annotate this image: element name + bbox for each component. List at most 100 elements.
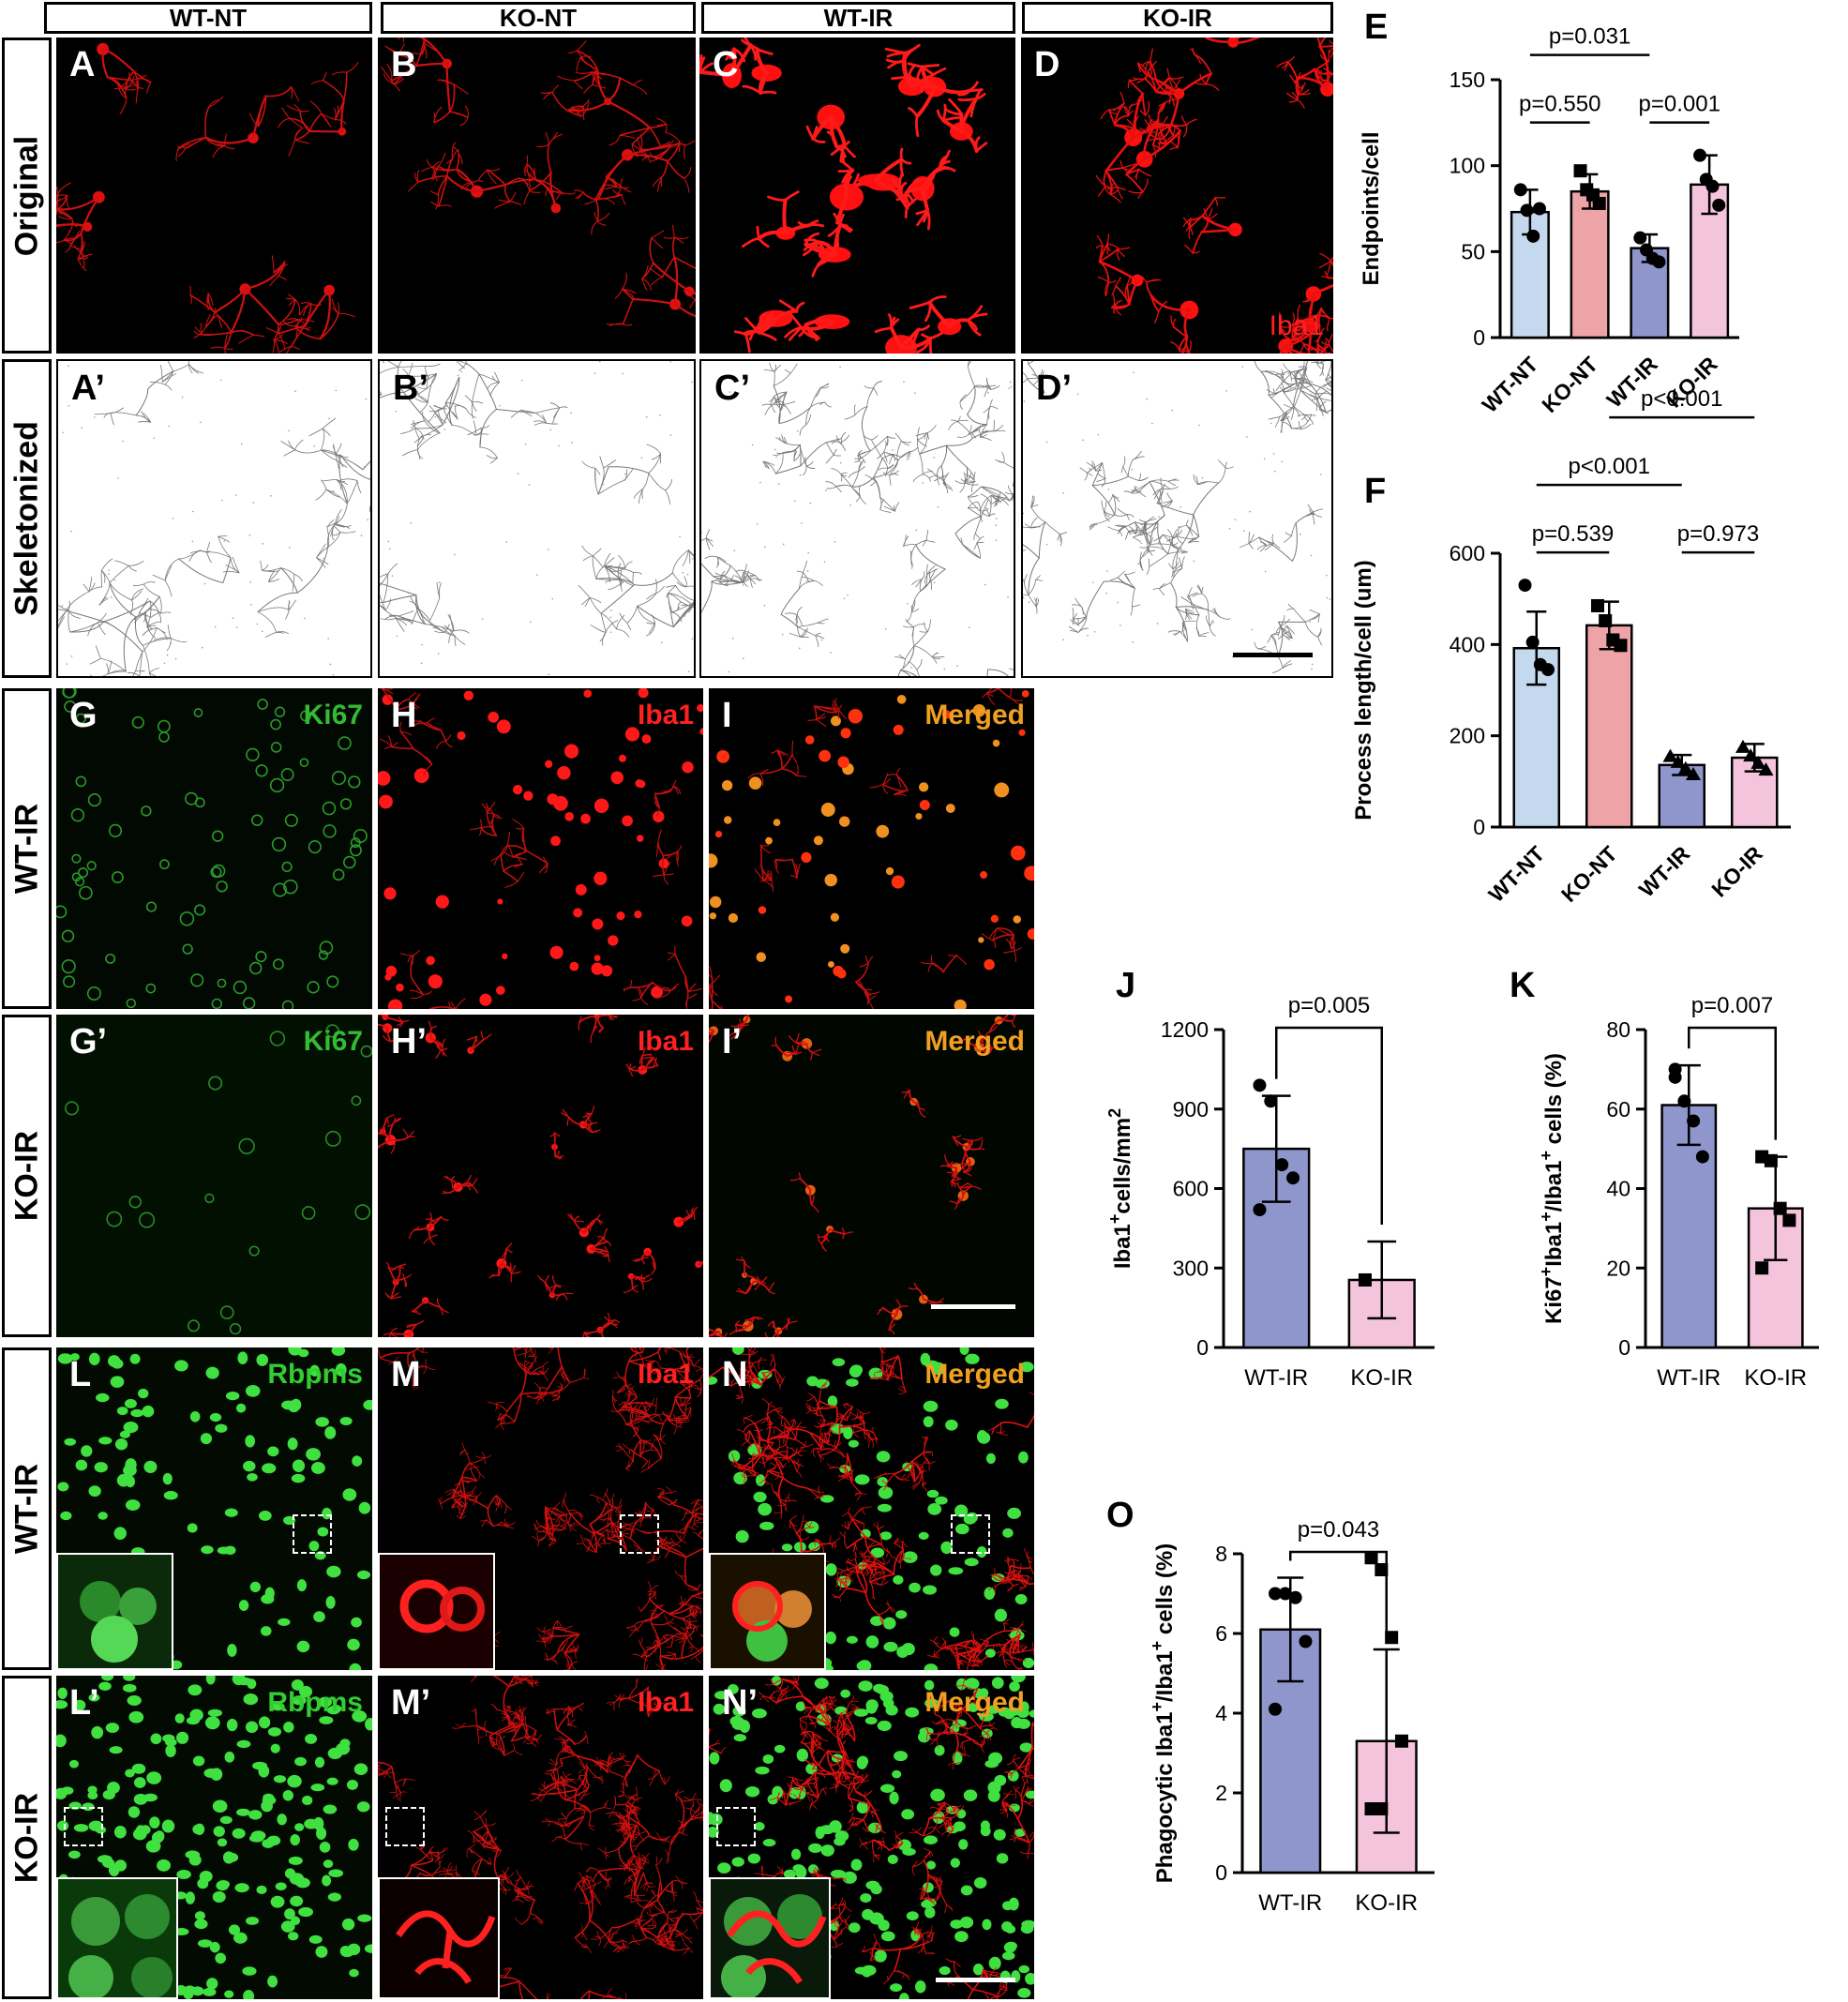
panel-c-original-wt-ir: C [699,38,1015,354]
data-point [1275,1158,1289,1172]
zoom-region-box-n [951,1514,990,1554]
data-point [1670,754,1686,768]
inset-cells-n [732,1581,812,1662]
data-point [1590,598,1604,612]
data-point [1735,739,1750,753]
micrograph-texture [65,1024,372,1335]
data-point [1782,1213,1796,1227]
data-point [1375,1563,1389,1576]
y-tick-label: 80 [1606,1017,1630,1042]
p-value-label: p=0.001 [1639,92,1720,117]
chart-label-e: E [1364,8,1389,47]
data-point [1695,1150,1709,1164]
panel-m2-iba1-ko-ir: M’ Iba1 [378,1676,703,1999]
panel-label-a2: A’ [71,369,105,408]
column-header-ko-nt: KO-NT [381,2,696,34]
micrograph-texture [709,688,1034,1009]
y-tick-label: 0 [1473,815,1485,839]
panel-label-d2: D’ [1036,369,1072,408]
y-tick-label: 600 [1173,1177,1209,1201]
micrograph-texture [1023,361,1331,673]
data-point [1364,1802,1378,1815]
data-point [1693,148,1707,162]
data-point [1677,760,1693,775]
y-tick-label: 4 [1215,1701,1227,1725]
stain-label-merged-n2: Merged [924,1687,1025,1718]
panel-label-m2: M’ [391,1683,431,1723]
y-tick-label: 300 [1173,1256,1209,1280]
p-value-label: p=0.005 [1288,993,1370,1018]
p-value-label: p=0.043 [1298,1517,1379,1543]
data-point [1288,1590,1302,1604]
inset-cells-l2 [68,1894,173,1997]
data-point [1253,1078,1267,1092]
panel-label-l2: L’ [69,1683,99,1723]
stain-label-iba1: Iba1 [1269,310,1324,341]
inset-cells-m [399,1579,485,1633]
data-point [1743,748,1759,762]
row-header-wt-ir-rbpms: WT-IR [2,1347,52,1670]
micrograph-texture [56,1347,372,1670]
y-tick-label: 150 [1450,68,1485,92]
panel-label-h2: H’ [391,1022,427,1061]
y-tick-label: 40 [1606,1177,1630,1201]
chart-label-f: F [1364,472,1387,511]
data-point [1518,579,1532,593]
data-point [1264,1094,1278,1108]
p-value-label: p=0.550 [1519,92,1600,117]
data-point [1532,202,1546,216]
y-tick-label: 8 [1215,1542,1227,1566]
data-point [1394,1734,1408,1748]
panel-label-h: H [391,696,417,735]
panel-c2-skeleton-wt-ir: C’ [699,359,1015,678]
panel-l2-rbpms-ko-ir: L’ Rbpms [56,1676,372,1999]
data-point [1652,255,1666,269]
y-tick-label: 1200 [1161,1017,1209,1042]
data-point [1687,1114,1701,1128]
y-tick-label: 20 [1606,1256,1630,1280]
y-tick-label: 900 [1173,1097,1209,1121]
data-point [1764,1153,1778,1167]
x-tick-label: KO-IR [1744,1365,1807,1391]
p-value-label: p<0.001 [1641,386,1722,412]
panel-label-b2: B’ [393,369,428,408]
data-point [1525,635,1540,649]
micrograph-texture [699,38,988,354]
panel-label-l: L [69,1355,92,1394]
significance-bracket [1289,1550,1388,1633]
stain-label-merged-i: Merged [924,700,1025,730]
panel-label-g: G [69,696,98,735]
row-header-skeletonized: Skeletonized [2,359,52,678]
data-point [1677,1094,1691,1108]
y-axis-label: Ki67+Iba1+/Iba1+ cells (%) [1537,1053,1567,1324]
y-tick-label: 600 [1450,541,1485,565]
stain-label-merged-i2: Merged [924,1026,1025,1057]
chart-label-k: K [1510,966,1536,1005]
y-tick-label: 0 [1196,1335,1209,1360]
column-header-wt-nt: WT-NT [44,2,372,34]
panel-b2-skeleton-ko-nt: B’ [378,359,696,678]
data-point [1526,229,1540,243]
y-tick-label: 6 [1215,1621,1227,1646]
y-tick-label: 400 [1450,632,1485,656]
micrograph-texture [56,688,368,1009]
data-point [1269,1702,1283,1716]
zoom-region-box-n2 [716,1807,756,1846]
panel-label-i2: I’ [722,1022,743,1061]
chart-label-o: O [1106,1496,1134,1535]
data-point [1269,1587,1283,1601]
significance-bracket [1688,1026,1777,1140]
data-point [1573,164,1587,178]
data-point [1614,639,1628,653]
inset-cells-m2 [396,1910,496,1984]
panel-label-d: D [1034,45,1060,84]
scale-bar-white-n2 [936,1978,1015,1982]
panel-label-a: A [69,45,96,84]
bar [1570,189,1610,339]
panel-i-merged-wt-ir: I Merged [709,688,1034,1009]
x-tick-label: WT-IR [1244,1365,1308,1391]
data-point [1375,1802,1389,1815]
stain-label-rbpms-l2: Rbpms [267,1687,363,1718]
stain-label-iba1-m: Iba1 [637,1359,694,1390]
